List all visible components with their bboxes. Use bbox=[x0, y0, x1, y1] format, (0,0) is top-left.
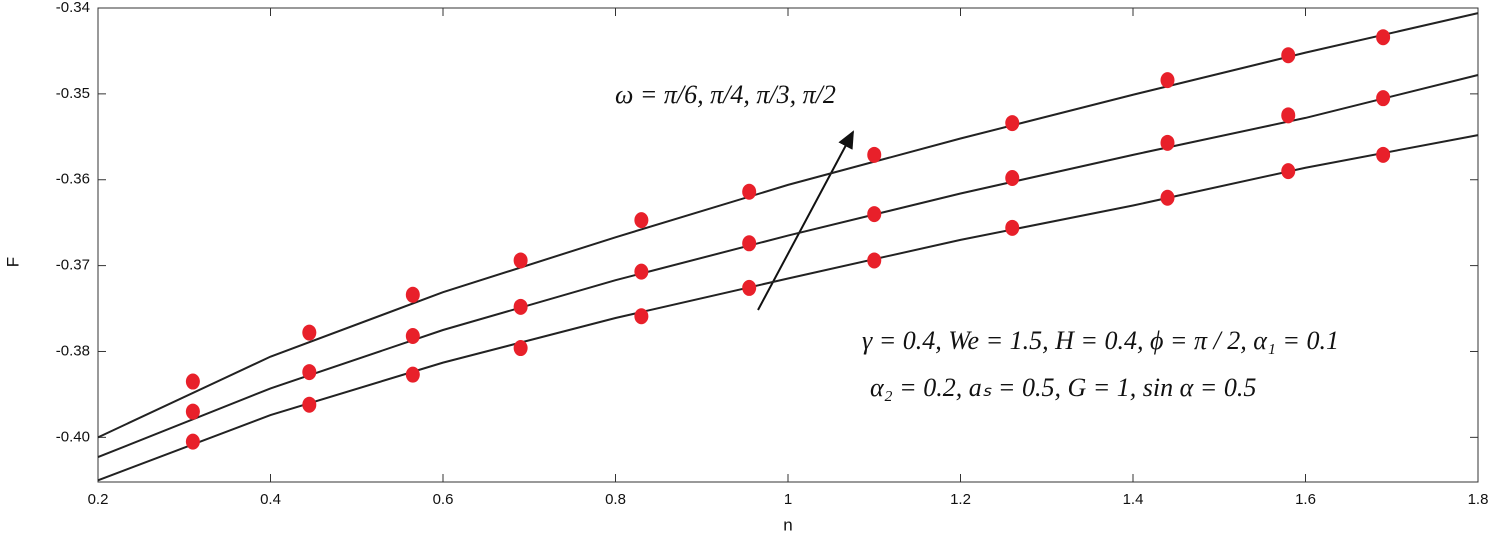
point bbox=[1160, 72, 1175, 89]
point bbox=[1160, 189, 1175, 206]
point bbox=[1005, 115, 1020, 132]
point bbox=[302, 324, 317, 341]
line bbox=[97, 12, 1479, 439]
y-tick-label: -0.34 bbox=[56, 0, 90, 16]
point bbox=[513, 298, 528, 315]
x-tick-label: 1.2 bbox=[950, 491, 971, 508]
arrow bbox=[757, 130, 854, 311]
annotation: γ = 0.4, We = 1.5, H = 0.4, ϕ = π / 2, α… bbox=[862, 326, 1339, 355]
x-tick-label: 1 bbox=[784, 491, 792, 508]
x-tick-label: 1.4 bbox=[1123, 491, 1144, 508]
x-tick-label: 0.6 bbox=[433, 491, 454, 508]
point bbox=[634, 212, 649, 229]
line bbox=[97, 74, 1479, 459]
point bbox=[513, 252, 528, 269]
x-tick-label: 0.8 bbox=[605, 491, 626, 508]
point bbox=[867, 252, 882, 269]
y-tick-label: -0.38 bbox=[56, 342, 90, 359]
line bbox=[97, 134, 1479, 482]
point bbox=[1160, 134, 1175, 151]
point bbox=[867, 146, 882, 163]
point bbox=[742, 235, 757, 252]
point bbox=[1005, 170, 1020, 187]
annotation: ω = π/6, π/4, π/3, π/2 bbox=[615, 80, 836, 109]
point bbox=[513, 340, 528, 357]
point bbox=[634, 263, 649, 280]
x-tick-label: 0.2 bbox=[88, 491, 109, 508]
point bbox=[302, 396, 317, 413]
point bbox=[1376, 146, 1391, 163]
x-tick-label: 1.6 bbox=[1295, 491, 1316, 508]
point bbox=[1281, 163, 1296, 180]
point bbox=[867, 206, 882, 223]
annotation: α₂ = 0.2, aₛ = 0.5, G = 1, sin α = 0.5 bbox=[870, 373, 1256, 402]
point bbox=[634, 308, 649, 325]
point bbox=[185, 433, 200, 450]
y-axis-label: F bbox=[3, 257, 22, 267]
point bbox=[405, 286, 420, 303]
x-tick-label: 0.4 bbox=[260, 491, 281, 508]
point bbox=[1005, 219, 1020, 236]
y-tick-label: -0.35 bbox=[56, 85, 90, 102]
y-tick-label: -0.36 bbox=[56, 171, 90, 188]
x-tick-label: 1.8 bbox=[1468, 491, 1489, 508]
y-tick-label: -0.40 bbox=[56, 428, 90, 445]
point bbox=[302, 364, 317, 381]
y-tick-label: -0.37 bbox=[56, 257, 90, 274]
point bbox=[1281, 107, 1296, 124]
point bbox=[405, 328, 420, 345]
x-axis-label: n bbox=[783, 515, 792, 534]
point bbox=[742, 279, 757, 296]
point bbox=[1376, 90, 1391, 107]
point bbox=[1281, 47, 1296, 64]
point bbox=[185, 403, 200, 420]
point bbox=[185, 373, 200, 390]
point bbox=[742, 183, 757, 200]
point bbox=[405, 366, 420, 383]
point bbox=[1376, 29, 1391, 46]
